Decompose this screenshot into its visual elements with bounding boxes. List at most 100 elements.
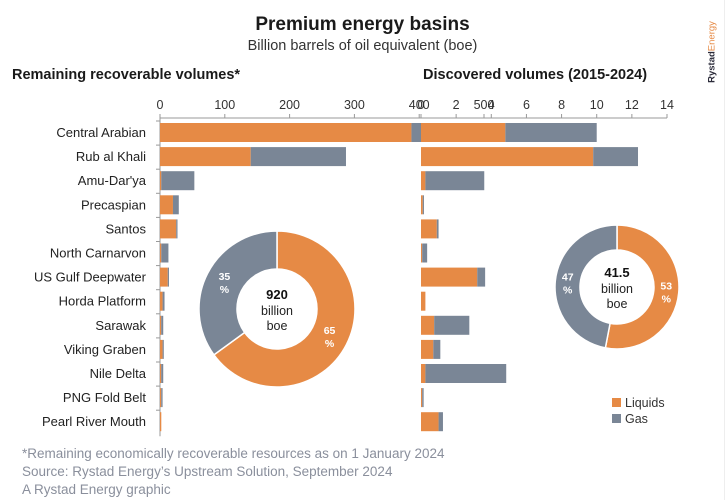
right-donut-total: 41.5: [604, 265, 629, 280]
right-x-tick-label: 6: [523, 98, 530, 112]
left-bar-gas: [161, 388, 163, 408]
left-x-tick-label: 500: [474, 98, 495, 112]
category-label: PNG Fold Belt: [63, 390, 146, 405]
footnote-remaining: *Remaining economically recoverable reso…: [22, 446, 445, 461]
left-bar-liquids: [160, 123, 412, 142]
right-bar-liquids: [421, 171, 426, 191]
left-donut-pct-sign: %: [220, 284, 230, 296]
right-bar-liquids: [421, 195, 423, 215]
left-x-tick-label: 200: [279, 98, 300, 112]
category-label: Precaspian: [81, 197, 146, 212]
left-bar-liquids: [160, 243, 162, 263]
footnote-source: Source: Rystad Energy’s Upstream Solutio…: [22, 464, 393, 479]
left-bar-gas: [167, 267, 169, 287]
right-bar-gas: [438, 412, 443, 432]
chart-subtitle: Billion barrels of oil equivalent (boe): [247, 38, 478, 54]
right-bar-gas: [505, 123, 597, 142]
right-bar-liquids: [421, 364, 426, 383]
right-bar-gas: [477, 267, 486, 287]
category-label: Santos: [106, 221, 147, 236]
chart-title: Premium energy basins: [255, 14, 470, 35]
category-label: Amu-Dar'ya: [78, 173, 147, 188]
category-label: Nile Delta: [90, 366, 147, 381]
right-donut-slice-liquids: [604, 224, 680, 350]
right-bar-liquids: [421, 315, 435, 335]
left-bar-gas: [161, 364, 164, 383]
right-bar-gas: [434, 315, 470, 335]
left-donut-unit-line1: billion: [261, 304, 293, 318]
left-bar-gas: [250, 147, 346, 167]
right-bar-liquids: [421, 243, 423, 263]
category-label: Sarawak: [95, 318, 146, 333]
right-bar-gas: [593, 147, 639, 167]
right-bar-liquids: [421, 267, 478, 287]
legend-swatch-liquids: [612, 398, 621, 407]
left-donut-slice-liquids: [212, 230, 356, 388]
left-bar-gas: [162, 339, 164, 359]
left-donut-pct-gas: 35: [219, 271, 231, 283]
left-bar-liquids: [160, 195, 173, 215]
left-bar-liquids: [160, 315, 162, 335]
left-donut-total: 920: [266, 287, 288, 302]
right-donut-slice-gas: [554, 224, 618, 349]
right-panel-title: Discovered volumes (2015-2024): [423, 67, 648, 83]
left-donut-pct-sign: %: [325, 338, 335, 350]
legend-swatch-gas: [612, 414, 621, 423]
right-bar-gas: [425, 171, 485, 191]
right-x-tick-label: 8: [558, 98, 565, 112]
right-x-tick-label: 4: [488, 98, 495, 112]
right-bar-gas: [422, 195, 424, 215]
category-label: US Gulf Deepwater: [34, 270, 147, 285]
left-x-tick-label: 0: [157, 98, 164, 112]
right-bar-liquids: [421, 147, 594, 167]
right-bar-gas: [436, 219, 439, 239]
left-x-tick-label: 300: [344, 98, 365, 112]
right-bar-liquids: [421, 123, 506, 142]
left-bar-liquids: [160, 364, 162, 383]
left-bar-liquids: [160, 388, 162, 408]
right-bar-liquids: [421, 219, 437, 239]
left-x-tick-label: 100: [214, 98, 235, 112]
left-donut-slice-gas: [198, 230, 278, 356]
category-label: Rub al Khali: [76, 149, 146, 164]
right-x-tick-label: 0: [418, 98, 425, 112]
right-donut-pct-liquids: 53: [660, 281, 672, 293]
right-bar-liquids: [421, 291, 426, 311]
category-label: North Carnarvon: [50, 246, 146, 261]
left-x-tick-label: 400: [409, 98, 430, 112]
left-donut-pct-liquids: 65: [324, 325, 336, 337]
right-bar-liquids: [421, 412, 439, 432]
left-bar-gas: [161, 315, 164, 335]
left-bar-gas: [161, 171, 195, 191]
right-bar-gas: [422, 243, 428, 263]
right-bar-gas: [422, 388, 424, 408]
category-label: Horda Platform: [59, 294, 146, 309]
left-bar-liquids: [160, 147, 251, 167]
category-label: Central Arabian: [56, 125, 146, 140]
left-bar-gas: [176, 219, 178, 239]
left-bar-liquids: [160, 219, 177, 239]
right-donut-pct-gas: 47: [562, 271, 574, 283]
left-donut-unit-line2: boe: [267, 319, 288, 333]
right-x-tick-label: 12: [625, 98, 639, 112]
right-donut-unit-line1: billion: [601, 282, 633, 296]
right-bar-gas: [433, 339, 441, 359]
right-donut-pct-sign: %: [662, 294, 672, 306]
left-bar-liquids: [160, 171, 162, 191]
left-panel-title: Remaining recoverable volumes*: [12, 67, 241, 83]
left-bar-liquids: [160, 267, 168, 287]
right-bar-liquids: [421, 388, 423, 408]
right-donut-pct-sign: %: [563, 284, 573, 296]
legend-label-gas: Gas: [625, 412, 648, 426]
right-x-tick-label: 14: [660, 98, 674, 112]
right-bar-liquids: [421, 339, 434, 359]
left-bar-gas: [172, 195, 179, 215]
left-bar-liquids: [160, 412, 162, 432]
right-donut-unit-line2: boe: [607, 297, 628, 311]
left-bar-gas: [162, 291, 165, 311]
footnote-credit: A Rystad Energy graphic: [22, 482, 171, 497]
right-x-tick-label: 2: [453, 98, 460, 112]
left-bar-liquids: [160, 291, 163, 311]
category-label: Pearl River Mouth: [42, 414, 146, 429]
